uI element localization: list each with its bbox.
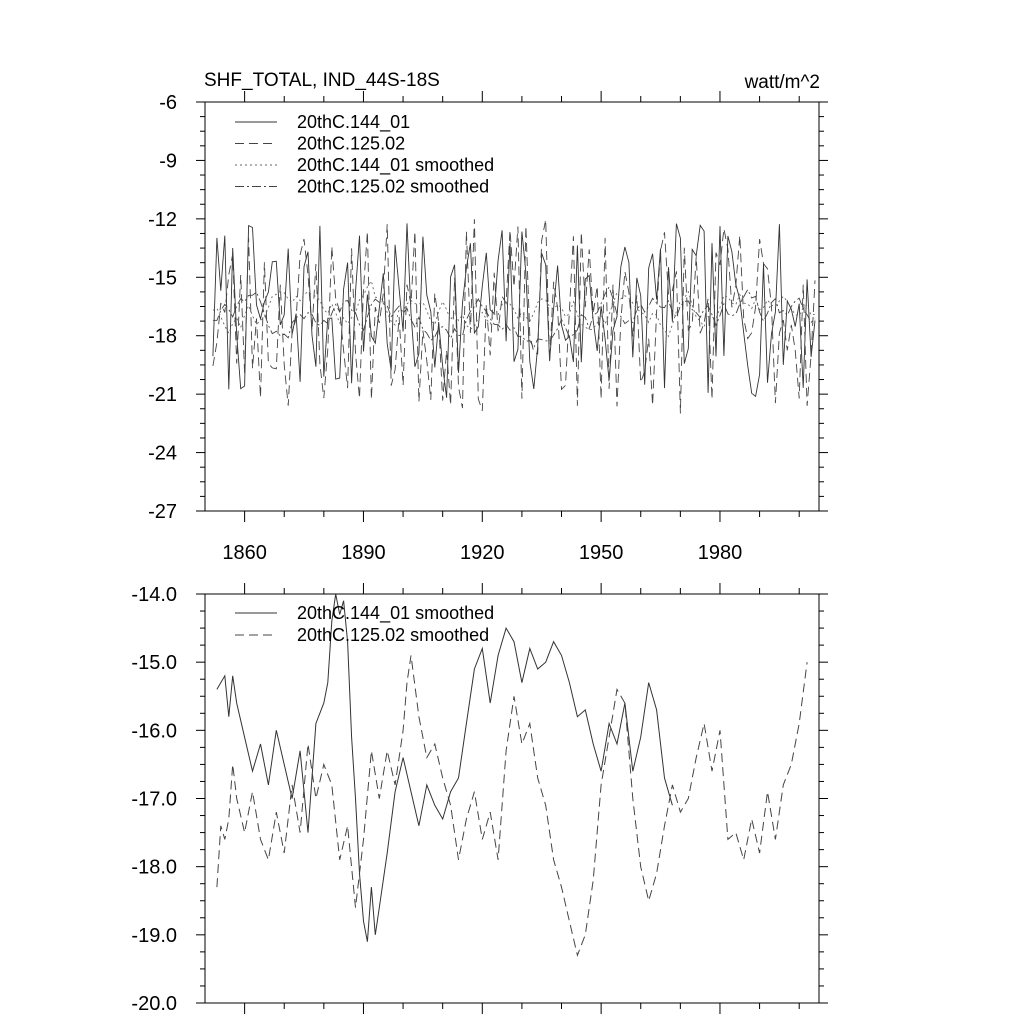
- y-tick-label: -21: [148, 384, 177, 406]
- top-series-lines: [212, 219, 816, 414]
- y-tick-label: -15.0: [131, 652, 177, 674]
- x-tick-label: 1890: [341, 542, 386, 564]
- bottom-plot-frame: [204, 593, 820, 1004]
- y-tick-label: -20.0: [131, 993, 177, 1015]
- y-tick-label: -27: [148, 501, 177, 523]
- y-tick-label: -16.0: [131, 720, 177, 742]
- top-series-line-1: [212, 223, 816, 398]
- y-tick-label: -18: [148, 326, 177, 348]
- y-tick-label: -15: [148, 267, 177, 289]
- y-tick-label: -14.0: [131, 584, 177, 606]
- y-tick-label: -12: [148, 209, 177, 231]
- top-x-tick-labels: 1860 1890 1920 1950 1980: [222, 542, 742, 564]
- y-tick-label: -18.0: [131, 857, 177, 879]
- y-tick-label: -19.0: [131, 925, 177, 947]
- top-panel: SHF_TOTAL, IND_44S-18S watt/m^2 -6-9-12-…: [148, 70, 828, 564]
- chart-title: SHF_TOTAL, IND_44S-18S: [204, 70, 440, 91]
- x-tick-label: 1950: [579, 542, 624, 564]
- bottom-series-line-2: [216, 655, 808, 957]
- legend-label: 20thC.144_01 smoothed: [297, 603, 494, 624]
- x-tick-label: 1920: [460, 542, 505, 564]
- top-axis-ticks: [196, 91, 828, 522]
- legend-label: 20thC.125.02 smoothed: [297, 625, 489, 645]
- legend-label: 20thC.125.02 smoothed: [297, 177, 489, 197]
- bottom-panel: -14.0 -15.0 -16.0 -17.0 -18.0 -19.0 -20.0 20th…: [131, 583, 828, 1015]
- units-label: watt/m^2: [744, 72, 820, 93]
- top-y-tick-labels: -6 -9 -12 -15 -18 -21 -24 -27: [148, 92, 177, 523]
- legend-label: 20thC.125.02: [297, 134, 405, 154]
- bottom-series-line-1: [216, 594, 673, 942]
- top-series-line-2: [212, 219, 816, 414]
- bottom-axis-ticks: [196, 583, 828, 1014]
- x-tick-label: 1860: [222, 542, 267, 564]
- top-series-line-4: [212, 286, 816, 349]
- y-tick-label: -24: [148, 443, 177, 465]
- y-tick-label: -9: [159, 150, 177, 172]
- y-tick-label: -6: [159, 92, 177, 114]
- bottom-series-lines: [216, 594, 808, 957]
- y-tick-label: -17.0: [131, 789, 177, 811]
- legend-label: 20thC.144_01 smoothed: [297, 155, 494, 176]
- bottom-y-tick-labels: -14.0 -15.0 -16.0 -17.0 -18.0 -19.0 -20.0: [131, 584, 177, 1015]
- x-tick-label: 1980: [698, 542, 743, 564]
- legend-label: 20thC.144_01: [297, 112, 410, 133]
